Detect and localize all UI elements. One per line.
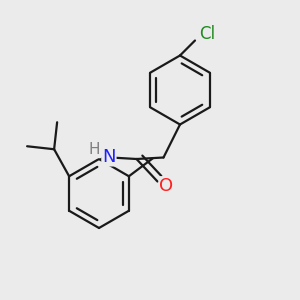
Text: Cl: Cl — [200, 25, 216, 43]
Text: N: N — [102, 148, 116, 166]
Text: O: O — [159, 177, 174, 195]
Text: H: H — [89, 142, 100, 158]
